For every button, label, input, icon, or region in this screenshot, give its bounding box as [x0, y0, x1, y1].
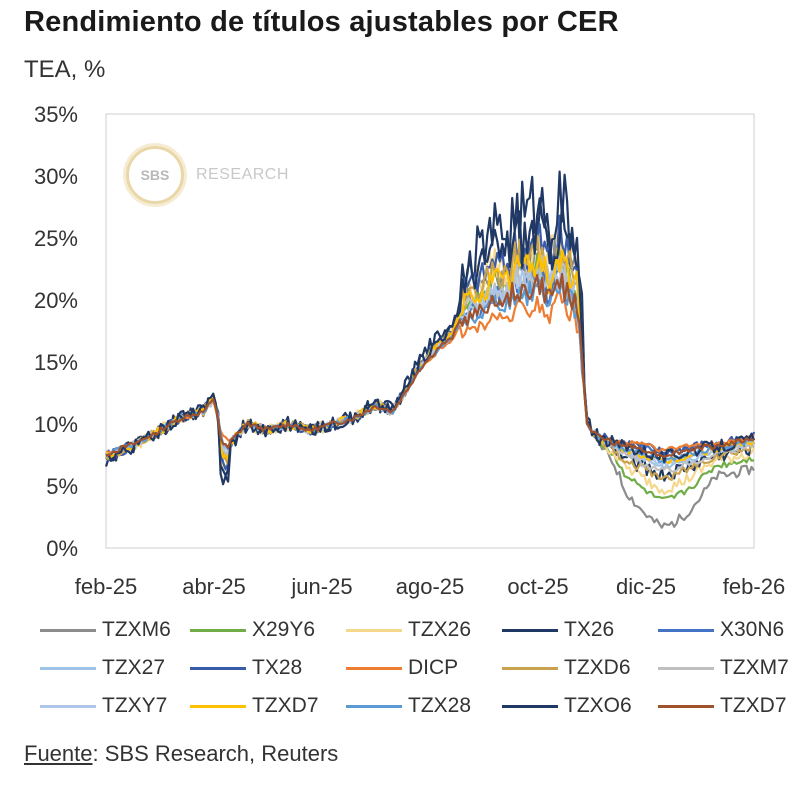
legend-item: TZX28 — [346, 694, 471, 718]
y-tick-label: 35% — [34, 102, 78, 127]
series-line-dicp — [105, 289, 755, 454]
chart-title: Rendimiento de títulos ajustables por CE… — [24, 6, 619, 38]
legend-item: TZX27 — [40, 656, 165, 680]
legend-swatch — [190, 704, 246, 708]
series-line-tzxo6 — [105, 197, 756, 477]
legend-label: X29Y6 — [252, 618, 316, 641]
sbs-logo-icon: SBS — [126, 146, 184, 204]
legend-label: TZXD6 — [564, 656, 631, 679]
legend-item: X30N6 — [658, 618, 784, 642]
series-line-tx26 — [104, 170, 755, 486]
legend-item: TZXD7 — [190, 694, 319, 718]
plot-frame — [105, 113, 755, 549]
x-tick-label: ago-25 — [396, 574, 465, 599]
y-tick-label: 30% — [34, 164, 78, 189]
legend-swatch — [346, 628, 402, 632]
legend-swatch — [190, 628, 246, 632]
series-line-tzxd7 — [105, 272, 755, 458]
legend-item: TZXY7 — [40, 694, 167, 718]
legend-item: TZXM7 — [658, 656, 789, 680]
x-tick-label: feb-26 — [723, 574, 785, 599]
watermark-logo: SBS RESEARCH — [126, 146, 289, 204]
y-tick-label: 25% — [34, 226, 78, 251]
x-tick-label: dic-25 — [616, 574, 676, 599]
x-tick-label: feb-25 — [75, 574, 137, 599]
legend-swatch — [502, 666, 558, 670]
legend-label: TZX28 — [408, 694, 472, 717]
legend-swatch — [502, 704, 558, 708]
legend-label: TZXM7 — [720, 656, 789, 679]
legend-label: TZX26 — [408, 618, 472, 641]
legend-label: DICP — [408, 656, 459, 679]
series-line-tzx28 — [105, 278, 755, 464]
series-line-tzxm6 — [105, 234, 755, 529]
legend-swatch — [190, 666, 246, 670]
watermark-text: RESEARCH — [196, 166, 289, 183]
legend-swatch — [40, 628, 96, 632]
legend-label: TZX27 — [102, 656, 166, 679]
legend-label: TZXM6 — [102, 618, 171, 641]
legend-item: TX28 — [190, 656, 302, 680]
legend-item: TZXO6 — [502, 694, 632, 718]
chart-subtitle: TEA, % — [24, 56, 106, 83]
y-tick-label: 15% — [34, 350, 78, 375]
legend-item: TZXD7 — [658, 694, 787, 718]
legend-swatch — [658, 628, 714, 632]
legend-label: TZXO6 — [564, 694, 632, 717]
x-tick-label: oct-25 — [507, 574, 568, 599]
y-tick-label: 5% — [46, 474, 78, 499]
series-line-x29y6 — [105, 250, 755, 499]
legend-swatch — [346, 666, 402, 670]
y-tick-label: 10% — [34, 412, 78, 437]
legend-item: X29Y6 — [190, 618, 315, 642]
y-tick-label: 0% — [46, 536, 78, 561]
legend-label: TX26 — [564, 618, 615, 641]
legend-label: TZXD7 — [720, 694, 787, 717]
legend-swatch — [40, 704, 96, 708]
legend-swatch — [658, 704, 714, 708]
source-label: Fuente — [24, 741, 93, 766]
x-tick-label: abr-25 — [182, 574, 246, 599]
source-note: Fuente: SBS Research, Reuters — [24, 741, 338, 767]
legend-item: DICP — [346, 656, 458, 680]
series-line-tzxy7 — [106, 264, 755, 467]
legend-swatch — [658, 666, 714, 670]
legend-item: TZX26 — [346, 618, 471, 642]
y-tick-label: 20% — [34, 288, 78, 313]
legend-label: TZXY7 — [102, 694, 168, 717]
legend-item: TZXD6 — [502, 656, 631, 680]
legend-label: X30N6 — [720, 618, 785, 641]
line-chart: 0% 5% 10% 15% 20% 25% 30% 35% feb-25 abr-25 jun-25… — [34, 102, 785, 599]
legend-swatch — [502, 628, 558, 632]
legend-item: TX26 — [502, 618, 614, 642]
series-line-tzxm7 — [105, 254, 755, 473]
legend-swatch — [40, 666, 96, 670]
source-text: : SBS Research, Reuters — [92, 741, 339, 766]
legend-label: TZXD7 — [252, 694, 319, 717]
legend-label: TX28 — [252, 656, 303, 679]
x-tick-label: jun-25 — [290, 574, 352, 599]
series-line-tzx27 — [105, 255, 755, 470]
legend-swatch — [346, 704, 402, 708]
legend-item: TZXM6 — [40, 618, 171, 642]
